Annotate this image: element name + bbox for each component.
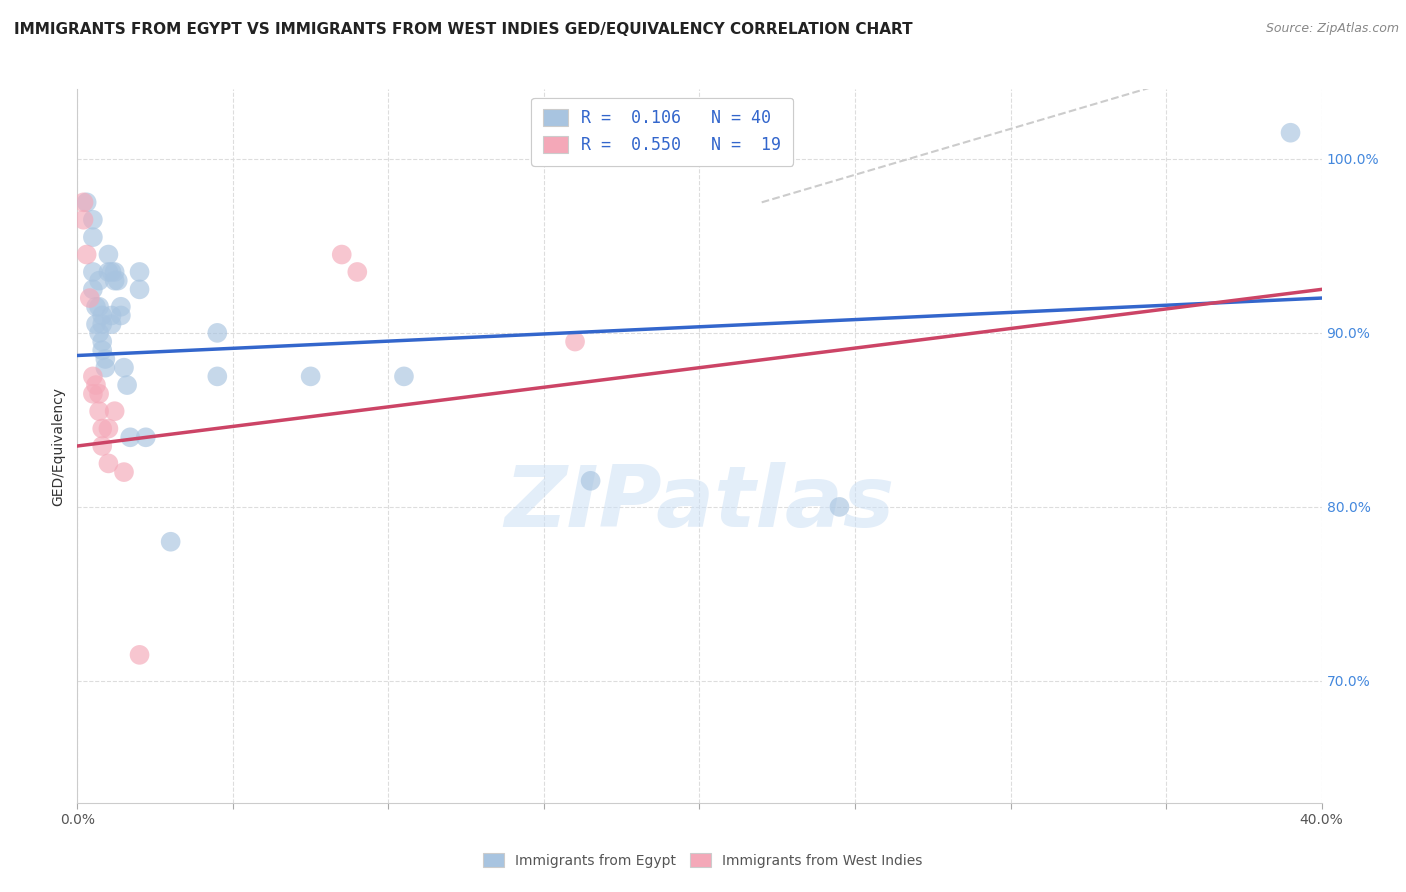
- Point: [115, 378, 138, 392]
- Point: [110, 309, 132, 323]
- Text: IMMIGRANTS FROM EGYPT VS IMMIGRANTS FROM WEST INDIES GED/EQUIVALENCY CORRELATION: IMMIGRANTS FROM EGYPT VS IMMIGRANTS FROM…: [14, 22, 912, 37]
- Point: [87, 404, 110, 418]
- Point: [100, 265, 122, 279]
- Point: [84, 300, 107, 314]
- Point: [82, 282, 104, 296]
- Point: [84, 317, 107, 331]
- Point: [128, 282, 150, 296]
- Point: [72, 212, 94, 227]
- Point: [207, 326, 229, 340]
- Legend: Immigrants from Egypt, Immigrants from West Indies: Immigrants from Egypt, Immigrants from W…: [475, 845, 931, 876]
- Point: [82, 265, 104, 279]
- Text: Source: ZipAtlas.com: Source: ZipAtlas.com: [1265, 22, 1399, 36]
- Point: [72, 195, 94, 210]
- Point: [128, 648, 150, 662]
- Point: [97, 265, 120, 279]
- Point: [76, 195, 98, 210]
- Point: [828, 500, 851, 514]
- Point: [94, 351, 117, 366]
- Point: [128, 265, 150, 279]
- Point: [112, 360, 135, 375]
- Point: [79, 291, 101, 305]
- Point: [87, 326, 110, 340]
- Point: [100, 317, 122, 331]
- Point: [1279, 126, 1302, 140]
- Point: [82, 386, 104, 401]
- Point: [91, 439, 114, 453]
- Point: [97, 247, 120, 261]
- Point: [330, 247, 353, 261]
- Point: [564, 334, 586, 349]
- Legend: R =  0.106   N = 40, R =  0.550   N =  19: R = 0.106 N = 40, R = 0.550 N = 19: [531, 97, 793, 166]
- Point: [87, 386, 110, 401]
- Point: [87, 300, 110, 314]
- Point: [94, 360, 117, 375]
- Point: [91, 421, 114, 435]
- Point: [159, 534, 181, 549]
- Y-axis label: GED/Equivalency: GED/Equivalency: [52, 386, 66, 506]
- Point: [87, 274, 110, 288]
- Point: [104, 404, 127, 418]
- Point: [82, 212, 104, 227]
- Point: [104, 274, 127, 288]
- Point: [299, 369, 322, 384]
- Point: [97, 457, 120, 471]
- Point: [579, 474, 602, 488]
- Point: [112, 465, 135, 479]
- Point: [104, 265, 127, 279]
- Point: [107, 274, 129, 288]
- Point: [91, 317, 114, 331]
- Point: [91, 309, 114, 323]
- Point: [346, 265, 368, 279]
- Point: [207, 369, 229, 384]
- Point: [135, 430, 157, 444]
- Point: [76, 247, 98, 261]
- Point: [91, 343, 114, 358]
- Point: [110, 300, 132, 314]
- Point: [82, 369, 104, 384]
- Point: [120, 430, 142, 444]
- Point: [91, 334, 114, 349]
- Point: [84, 378, 107, 392]
- Point: [392, 369, 415, 384]
- Point: [97, 421, 120, 435]
- Point: [82, 230, 104, 244]
- Point: [100, 309, 122, 323]
- Text: ZIPatlas: ZIPatlas: [505, 461, 894, 545]
